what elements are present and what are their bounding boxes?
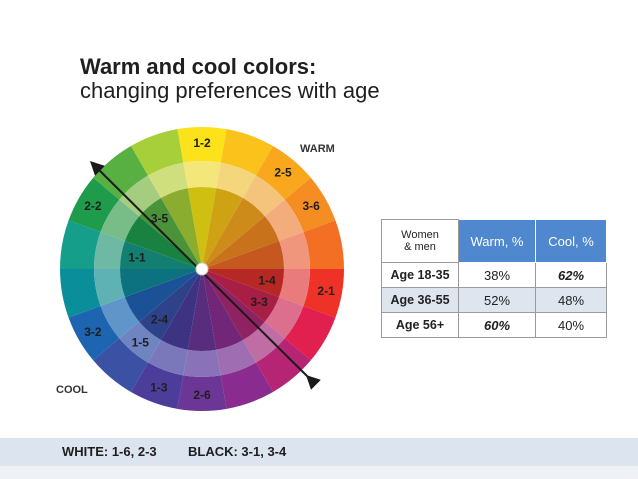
wheel-segment-label: 1-5 [132, 336, 150, 350]
warm-label: WARM [300, 143, 335, 155]
wheel-center [195, 262, 209, 276]
wheel-segment-label: 3-6 [302, 199, 320, 213]
footer-white-note: WHITE: 1-6, 2-3 [62, 444, 157, 459]
wheel-segment-label: 1-2 [193, 136, 211, 150]
wheel-segment-label: 2-2 [84, 199, 102, 213]
outer-ring-segment [177, 127, 227, 163]
row-label: Age 56+ [381, 312, 459, 338]
corner-line-1: Women [401, 229, 439, 241]
cool-column-header: Cool, % [535, 219, 607, 263]
middle-ring-segment [183, 161, 221, 189]
wheel-segment-label: 2-6 [193, 388, 211, 402]
cool-value: 40% [535, 312, 607, 338]
cool-label: COOL [56, 384, 88, 396]
warm-value: 52% [458, 287, 536, 313]
wheel-segment-label: 3-2 [84, 325, 102, 339]
warm-column-header: Warm, % [458, 219, 536, 263]
title-line-1: Warm and cool colors: [80, 54, 317, 79]
wheel-segment-label: 2-1 [317, 284, 335, 298]
wheel-segment-label: 1-4 [258, 273, 276, 287]
table-row: Age 36-55 52% 48% [381, 287, 607, 313]
table-row: Age 56+ 60% 40% [381, 312, 607, 338]
warm-value: 60% [458, 312, 536, 338]
cool-value: 48% [535, 287, 607, 313]
wheel-segment-label: 1-3 [150, 380, 168, 394]
row-label: Age 36-55 [381, 287, 459, 313]
wheel-segment-label: 1-1 [128, 251, 146, 265]
title-line-2: changing preferences with age [80, 78, 380, 103]
table-row: Age 18-35 38% 62% [381, 262, 607, 288]
wheel-segment-label: 3-3 [250, 295, 268, 309]
wheel-segment-label: 2-5 [274, 165, 292, 179]
footer-black-note: BLACK: 3-1, 3-4 [188, 444, 287, 459]
warm-value: 38% [458, 262, 536, 288]
middle-ring-segment [183, 349, 221, 377]
row-label: Age 18-35 [381, 262, 459, 288]
footer-bottom-strip [0, 466, 638, 479]
wheel-segment-label: 2-4 [151, 313, 169, 327]
preference-table: Women & men Warm, % Cool, % Age 18-35 38… [381, 219, 607, 338]
cool-value: 62% [535, 262, 607, 288]
table-corner-header: Women & men [381, 219, 459, 263]
footer-bar [0, 438, 638, 466]
corner-line-2: & men [404, 241, 436, 253]
